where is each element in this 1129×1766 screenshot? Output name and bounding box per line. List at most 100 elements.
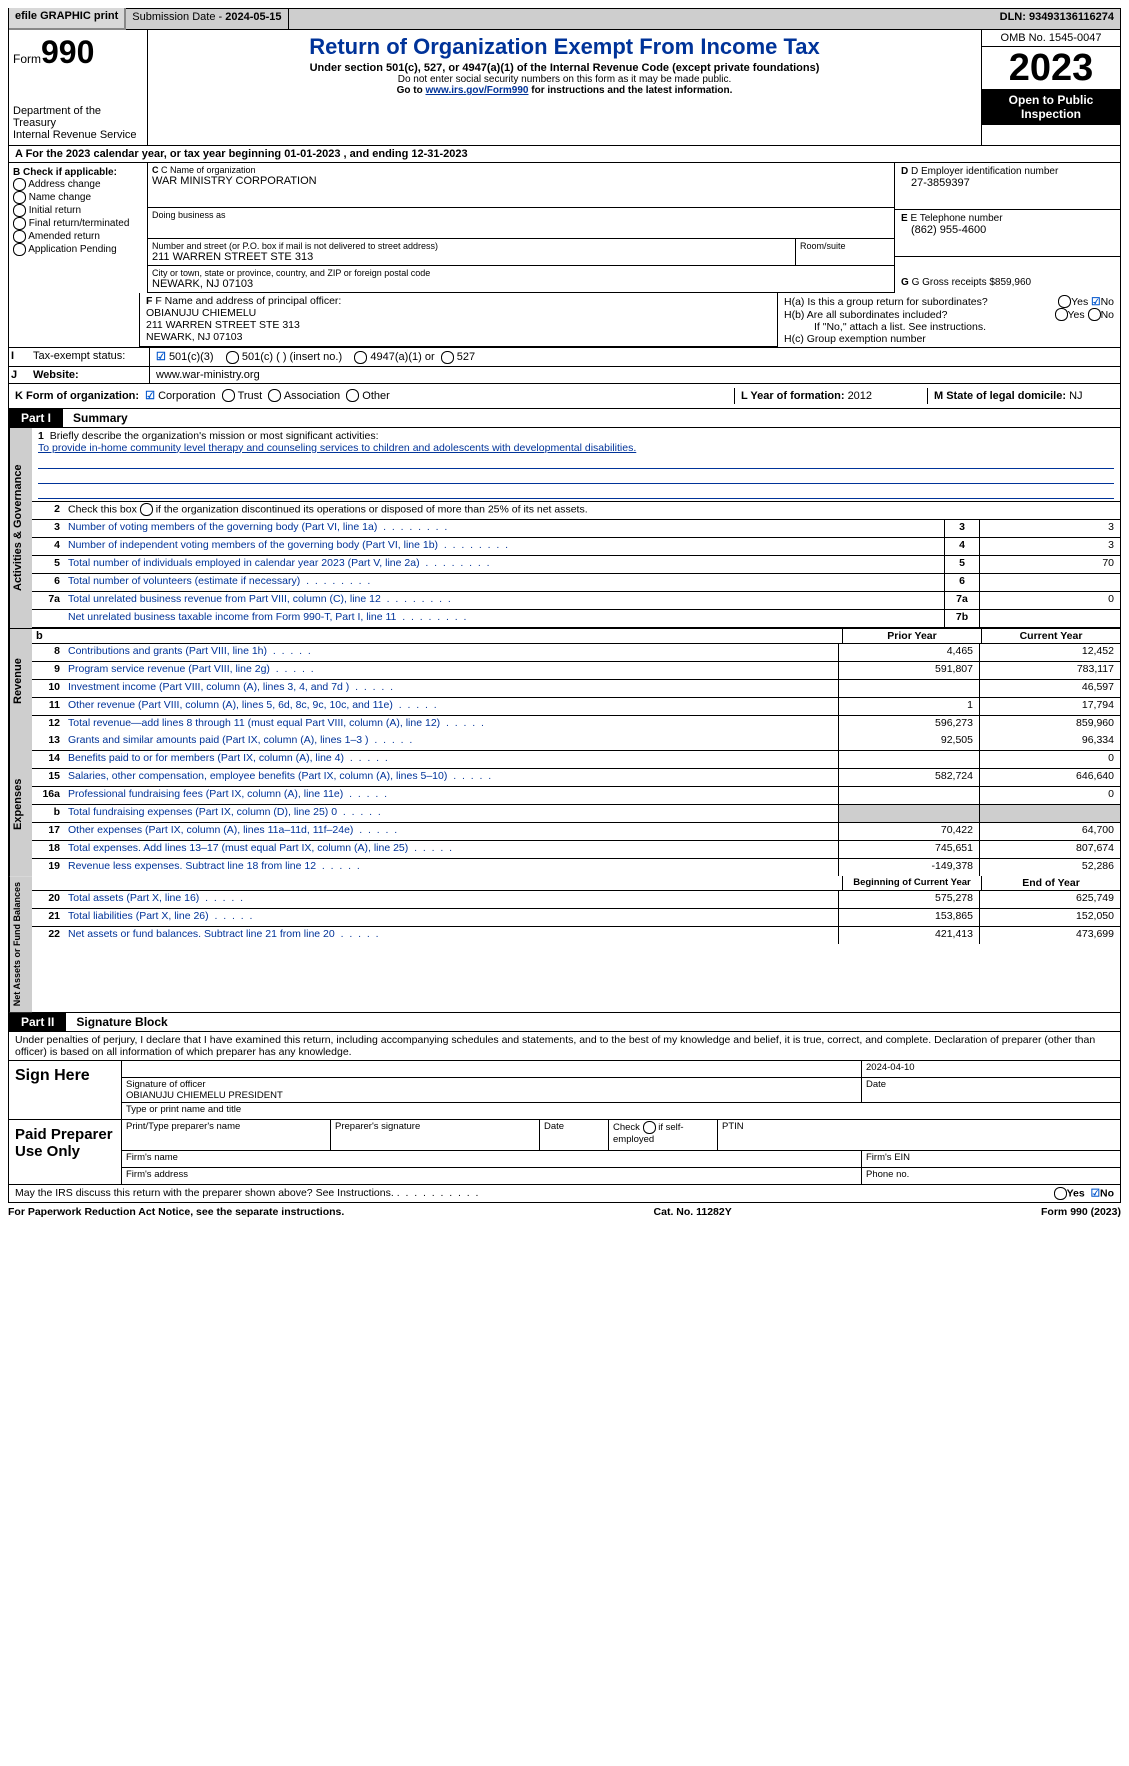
check-discontinued[interactable] (140, 503, 153, 516)
lbl-final-return: Final return/terminated (29, 218, 130, 229)
opt-trust: Trust (238, 390, 263, 402)
submission-date-value: 2024-05-15 (225, 11, 281, 23)
tax-status-options: ☑ 501(c)(3) 501(c) ( ) (insert no.) 4947… (150, 348, 1120, 366)
summary-row: 6Total number of volunteers (estimate if… (32, 574, 1120, 592)
check-trust[interactable] (222, 389, 235, 402)
ptin-label: PTIN (718, 1120, 1120, 1150)
preparer-sig-label: Preparer's signature (331, 1120, 540, 1150)
org-name-label: C Name of organization (161, 165, 256, 175)
goto-suffix: for instructions and the latest informat… (528, 85, 732, 96)
ein-label: D Employer identification number (911, 166, 1058, 177)
street-label: Number and street (or P.O. box if mail i… (152, 241, 791, 251)
sign-here-block: Sign Here 2024-04-10 Signature of office… (8, 1061, 1121, 1120)
year-formation-label: L Year of formation: (741, 390, 848, 402)
row-klm: K Form of organization: ☑ Corporation Tr… (8, 384, 1121, 409)
form-subtitle: Under section 501(c), 527, or 4947(a)(1)… (152, 62, 977, 74)
footer-right: Form 990 (2023) (1041, 1206, 1121, 1218)
efile-print-button[interactable]: efile GRAPHIC print (9, 8, 126, 30)
hb-label: H(b) Are all subordinates included? (784, 309, 1055, 321)
type-name-label: Type or print name and title (122, 1103, 1120, 1119)
lbl-initial-return: Initial return (29, 205, 81, 216)
check-4947[interactable] (354, 351, 367, 364)
discuss-yes-lbl: Yes (1067, 1187, 1085, 1199)
irs-link[interactable]: www.irs.gov/Form990 (425, 85, 528, 96)
tax-status-label: Tax-exempt status: (29, 348, 150, 366)
discuss-row: May the IRS discuss this return with the… (8, 1185, 1121, 1203)
hb-yes-check[interactable] (1055, 308, 1068, 321)
dba-box: Doing business as (148, 208, 894, 239)
section-expenses: Expenses 13Grants and similar amounts pa… (8, 733, 1121, 876)
summary-row: 4Number of independent voting members of… (32, 538, 1120, 556)
opt-association: Association (284, 390, 340, 402)
hc-label: H(c) Group exemption number (784, 333, 926, 345)
summary-row: 20Total assets (Part X, line 16) . . . .… (32, 891, 1120, 909)
type-name-row: Type or print name and title (122, 1103, 1120, 1119)
summary-row: 11Other revenue (Part VIII, column (A), … (32, 698, 1120, 716)
check-address-change[interactable] (13, 178, 26, 191)
officer-addr1: 211 WARREN STREET STE 313 (146, 319, 300, 331)
check-501c[interactable] (226, 351, 239, 364)
top-bar: efile GRAPHIC print Submission Date - 20… (8, 8, 1121, 30)
state-domicile-value: NJ (1069, 390, 1082, 402)
gross-receipts-label: G Gross receipts $ (912, 277, 995, 288)
check-self-employed[interactable] (643, 1121, 656, 1134)
dba-label: Doing business as (152, 210, 890, 220)
check-initial-return[interactable] (13, 204, 26, 217)
room-box: Room/suite (796, 239, 894, 266)
summary-row: 10Investment income (Part VIII, column (… (32, 680, 1120, 698)
col-c: C C Name of organization WAR MINISTRY CO… (148, 163, 894, 293)
summary-row: 21Total liabilities (Part X, line 26) . … (32, 909, 1120, 927)
col-de: D D Employer identification number 27-38… (894, 163, 1120, 293)
part2-tab: Part II (9, 1013, 66, 1031)
paid-preparer-block: Paid Preparer Use Only Print/Type prepar… (8, 1120, 1121, 1185)
col-b-header: B Check if applicable: (13, 167, 117, 178)
line1-mission: 1 Briefly describe the organization's mi… (32, 428, 1120, 502)
hb-no-check[interactable] (1088, 308, 1101, 321)
identification-block: B Check if applicable: Address change Na… (8, 163, 1121, 293)
dept-irs: Internal Revenue Service (13, 129, 143, 141)
opt-other: Other (362, 390, 390, 402)
phone-box: E E Telephone number (862) 955-4600 (895, 210, 1120, 257)
ha-yes-check[interactable] (1058, 295, 1071, 308)
header-right: OMB No. 1545-0047 2023 Open to Public In… (981, 30, 1120, 145)
check-name-change[interactable] (13, 191, 26, 204)
check-app-pending[interactable] (13, 243, 26, 256)
discuss-no-lbl: No (1100, 1187, 1114, 1199)
summary-row: 9Program service revenue (Part VIII, lin… (32, 662, 1120, 680)
phone-value: (862) 955-4600 (901, 224, 1114, 236)
preparer-row1: Print/Type preparer's name Preparer's si… (122, 1120, 1120, 1151)
ha-no-check: ☑ (1091, 296, 1100, 308)
check-association[interactable] (268, 389, 281, 402)
discuss-label: May the IRS discuss this return with the… (15, 1187, 394, 1199)
check-amended-return[interactable] (13, 230, 26, 243)
sign-date-value: 2024-04-10 (862, 1061, 1120, 1077)
street-box: Number and street (or P.O. box if mail i… (148, 239, 796, 266)
submission-date-label: Submission Date - (132, 11, 225, 23)
revenue-header-row: b Prior Year Current Year (32, 629, 1120, 644)
hb-yes-lbl: Yes (1068, 309, 1085, 321)
hb-note: If "No," attach a list. See instructions… (784, 321, 1114, 333)
check-corporation: ☑ (145, 390, 155, 402)
org-name-box: C C Name of organization WAR MINISTRY CO… (148, 163, 894, 208)
preparer-name-label: Print/Type preparer's name (122, 1120, 331, 1150)
part1-title: Summary (63, 411, 128, 425)
check-other[interactable] (346, 389, 359, 402)
city-box: City or town, state or province, country… (148, 266, 894, 293)
summary-row: 7aTotal unrelated business revenue from … (32, 592, 1120, 610)
col-b-spacer (9, 293, 140, 347)
lbl-address-change: Address change (28, 179, 100, 190)
form-num-990: 990 (41, 34, 94, 70)
summary-row: bTotal fundraising expenses (Part IX, co… (32, 805, 1120, 823)
opt-501c: 501(c) ( ) (insert no.) (242, 351, 342, 363)
check-final-return[interactable] (13, 217, 26, 230)
firm-ein-label: Firm's EIN (862, 1151, 1120, 1167)
sig-officer-label: Signature of officer (126, 1079, 206, 1090)
vtab-net-assets: Net Assets or Fund Balances (9, 876, 32, 1012)
opt-4947: 4947(a)(1) or (370, 351, 434, 363)
ha-yes-lbl: Yes (1071, 296, 1088, 308)
tax-year: 2023 (982, 47, 1120, 89)
lbl-app-pending: Application Pending (28, 244, 116, 255)
col-b-checks: B Check if applicable: Address change Na… (9, 163, 148, 293)
check-527[interactable] (441, 351, 454, 364)
discuss-yes-check[interactable] (1054, 1187, 1067, 1200)
